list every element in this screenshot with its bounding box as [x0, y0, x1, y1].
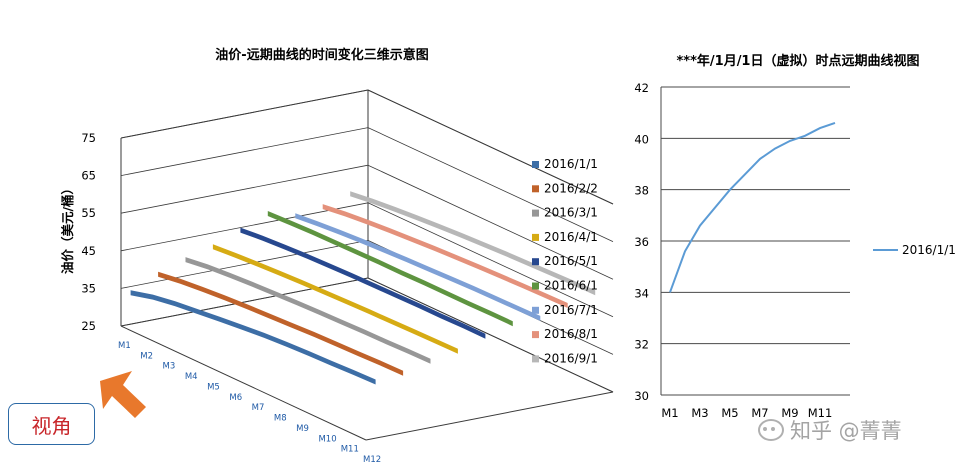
series-ribbon	[350, 191, 596, 296]
chart-3d-series	[130, 191, 596, 385]
x-tick-label: M5	[721, 406, 738, 420]
y-tick-label: 40	[634, 132, 649, 146]
series-ribbon	[158, 271, 404, 376]
y-tick-label: 38	[634, 184, 649, 198]
back-gridline	[367, 202, 614, 318]
legend-label: 2016/3/1	[544, 206, 598, 220]
x-tick-label: M7	[252, 403, 265, 413]
chart-2d: ***年/1月/1日（虚拟）时点远期曲线视图 30 32 34 36 38 40 42 M1…	[634, 53, 956, 420]
floor-right-edge	[365, 391, 614, 441]
series-ribbon	[295, 213, 541, 321]
chart-2d-x-ticks: M1 M3 M5 M7 M9 M11	[661, 406, 832, 420]
series-ribbon	[240, 227, 486, 339]
chart-3d-y-ticks: 25 35 45 55 65 75	[81, 131, 96, 333]
chart-3d-legend: 2016/1/1 2016/2/2 2016/3/1 2016/4/1 2016/5/1…	[532, 157, 598, 365]
x-tick-label: M11	[341, 445, 359, 455]
chart-2d-series	[669, 121, 836, 293]
y-tick-label: 32	[634, 338, 649, 352]
legend-swatch	[532, 331, 539, 339]
x-tick-label: M2	[140, 351, 153, 361]
chart-3d-x-ticks: M1 M2 M3 M4 M5 M6 M7 M8 M9 M10 M11 M12	[118, 341, 381, 465]
wall-gridline	[120, 277, 369, 327]
wall-gridline	[120, 89, 369, 139]
back-gridline	[367, 127, 614, 242]
chart-2d-grid	[660, 86, 850, 396]
chart-2d-title: ***年/1月/1日（虚拟）时点远期曲线视图	[677, 53, 920, 69]
legend-swatch	[532, 185, 539, 193]
x-tick-label: M11	[808, 406, 833, 420]
view-angle-box: 视角	[8, 403, 95, 445]
legend-swatch	[532, 355, 539, 363]
y-tick-label: 75	[81, 131, 96, 145]
legend-label: 2016/8/1	[544, 327, 598, 341]
series-ribbon	[212, 244, 458, 354]
back-gridline	[367, 277, 614, 393]
chat-bubble-icon	[758, 419, 784, 441]
legend-label: 2016/4/1	[544, 230, 598, 244]
y-tick-label: 45	[81, 244, 96, 258]
wall-gridline	[120, 202, 369, 252]
series-ribbon	[267, 211, 513, 327]
chart-2d-legend: 2016/1/1	[873, 243, 956, 257]
legend-label: 2016/1/1	[902, 243, 956, 257]
x-tick-label: M9	[781, 406, 798, 420]
x-tick-label: M5	[207, 382, 220, 392]
x-tick-label: M8	[274, 414, 287, 424]
x-tick-label: M10	[318, 434, 336, 444]
wall-gridline	[120, 127, 369, 176]
x-tick-label: M4	[185, 372, 198, 382]
wall-gridline	[120, 164, 369, 214]
y-tick-label: 42	[634, 81, 649, 95]
floor-front-edge	[120, 325, 367, 441]
series-ribbon	[185, 257, 431, 364]
series-ribbon	[322, 204, 568, 308]
x-tick-label: M1	[661, 406, 678, 420]
legend-swatch	[532, 209, 539, 217]
legend-label: 2016/5/1	[544, 254, 598, 268]
y-tick-label: 55	[81, 206, 96, 220]
series-line	[669, 121, 836, 293]
view-direction-arrow	[100, 371, 146, 418]
series-ribbon	[130, 290, 376, 385]
y-tick-label: 35	[81, 281, 96, 295]
y-tick-label: 65	[81, 169, 96, 183]
legend-swatch	[532, 233, 539, 241]
y-tick-label: 30	[634, 389, 649, 403]
chart-3d-title: 油价-远期曲线的时间变化三维示意图	[215, 47, 428, 63]
chart-3d-y-axis-label: 油价（美元/桶）	[60, 182, 75, 274]
y-tick-label: 36	[634, 235, 649, 249]
x-tick-label: M3	[691, 406, 708, 420]
back-gridline	[367, 164, 614, 280]
x-tick-label: M6	[229, 393, 242, 403]
legend-label: 2016/9/1	[544, 351, 598, 365]
x-tick-label: M3	[163, 362, 176, 372]
x-tick-label: M1	[118, 341, 131, 351]
y-tick-label: 34	[634, 286, 649, 300]
chart-2d-y-ticks: 30 32 34 36 38 40 42	[634, 81, 649, 403]
x-tick-label: M9	[296, 424, 309, 434]
legend-swatch	[532, 306, 539, 314]
x-tick-label: M12	[363, 455, 381, 465]
legend-swatch	[532, 161, 539, 168]
x-tick-label: M7	[751, 406, 768, 420]
wall-gridline	[120, 240, 369, 289]
legend-swatch	[532, 282, 539, 290]
legend-label: 2016/6/1	[544, 279, 598, 293]
legend-label: 2016/7/1	[544, 303, 598, 317]
watermark-text: 知乎 @菁菁	[790, 419, 902, 443]
back-gridline	[367, 89, 614, 205]
y-tick-label: 25	[81, 319, 96, 333]
view-angle-label: 视角	[31, 413, 72, 438]
watermark: 知乎 @菁菁	[758, 412, 948, 448]
legend-swatch	[532, 258, 539, 266]
legend-label: 2016/1/1	[544, 157, 598, 171]
legend-label: 2016/2/2	[544, 181, 598, 195]
